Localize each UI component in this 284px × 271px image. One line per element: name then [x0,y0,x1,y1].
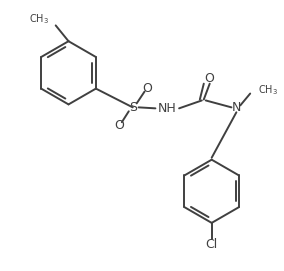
Text: O: O [114,119,124,132]
Text: Cl: Cl [206,238,218,251]
Text: N: N [232,101,241,114]
Text: NH: NH [158,102,177,115]
Text: CH$_3$: CH$_3$ [258,84,278,98]
Text: S: S [129,101,137,114]
Text: O: O [143,82,153,95]
Text: O: O [204,72,214,85]
Text: CH$_3$: CH$_3$ [29,12,49,26]
